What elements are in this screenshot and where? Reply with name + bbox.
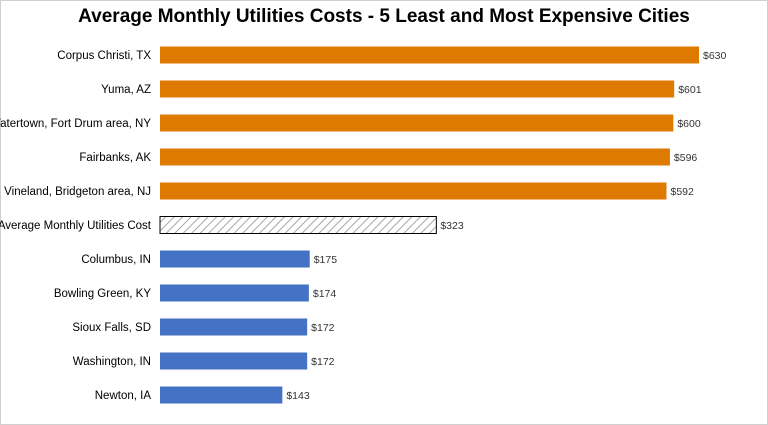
- category-label: Yuma, AZ: [101, 84, 151, 96]
- value-label: $174: [313, 288, 337, 300]
- value-label: $592: [670, 186, 694, 198]
- bar-least: [160, 352, 308, 370]
- value-label: $323: [440, 220, 464, 232]
- category-label: Columbus, IN: [81, 254, 151, 266]
- category-label: Average Monthly Utilities Cost: [0, 220, 152, 232]
- bar-least: [160, 250, 310, 268]
- chart-title: Average Monthly Utilities Costs - 5 Leas…: [78, 6, 690, 27]
- value-label: $172: [311, 356, 335, 368]
- value-label: $143: [286, 390, 310, 402]
- bar-most: [160, 114, 674, 132]
- bar-most: [160, 148, 670, 166]
- category-label: Fairbanks, AK: [79, 152, 151, 164]
- category-label: Vineland, Bridgeton area, NJ: [4, 186, 151, 198]
- category-label: Washington, IN: [73, 356, 151, 368]
- value-label: $596: [674, 152, 698, 164]
- category-label: Sioux Falls, SD: [72, 322, 151, 334]
- bar-least: [160, 318, 308, 336]
- bars-group: Corpus Christi, TX $630 Yuma, AZ $601 Watert…: [0, 46, 727, 404]
- category-label: Watertown, Fort Drum area, NY: [0, 118, 151, 130]
- value-label: $175: [314, 254, 338, 266]
- value-label: $630: [703, 50, 727, 62]
- bar-least: [160, 284, 309, 302]
- value-label: $600: [677, 118, 701, 130]
- value-label: $172: [311, 322, 335, 334]
- bar-most: [160, 182, 667, 200]
- bar-most: [160, 80, 675, 98]
- category-label: Corpus Christi, TX: [57, 50, 151, 62]
- category-label: Bowling Green, KY: [54, 288, 151, 300]
- bar-average: [159, 216, 437, 234]
- bar-least: [160, 386, 283, 404]
- category-label: Newton, IA: [95, 390, 152, 402]
- value-label: $601: [678, 84, 702, 96]
- bar-most: [160, 46, 699, 64]
